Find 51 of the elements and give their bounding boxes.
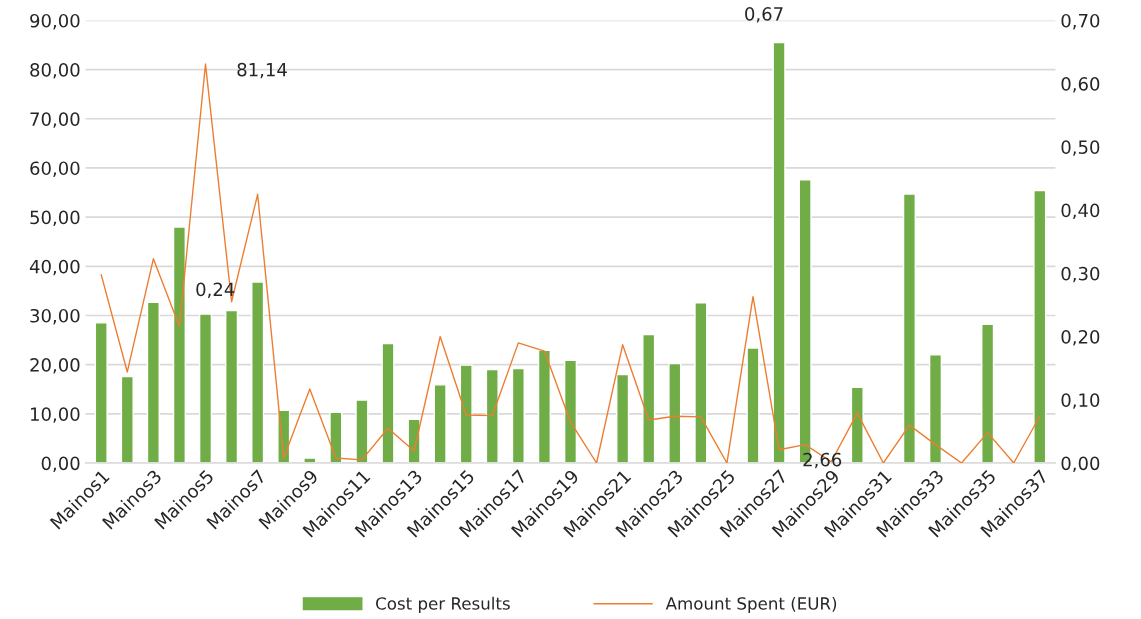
bar (668, 362, 682, 464)
y2-tick-label: 0,40 (1061, 203, 1100, 220)
y2-tick-label: 0,00 (1061, 456, 1100, 472)
y-tick-label: 10,00 (31, 407, 80, 423)
legend-label: Cost per Results (376, 596, 510, 613)
bar (381, 342, 395, 464)
bar (981, 323, 995, 464)
bar (616, 373, 630, 464)
bar (329, 411, 343, 464)
y-tick-label: 30,00 (30, 308, 80, 325)
bar (746, 347, 760, 464)
y-tick-label: 50,00 (30, 210, 80, 227)
bar (94, 322, 108, 464)
y2-tick-label: 0,10 (1061, 393, 1100, 409)
bar (355, 399, 369, 464)
y-tick-label: 70,00 (30, 112, 80, 128)
bar (251, 281, 265, 464)
y2-tick-label: 0,50 (1061, 140, 1100, 156)
y2-tick-label: 0,30 (1061, 266, 1100, 283)
y-tick-label: 40,00 (29, 259, 80, 276)
bar (303, 457, 317, 464)
annotation: 0,67 (745, 7, 783, 23)
y2-tick-label: 0,60 (1061, 77, 1100, 93)
bar (511, 367, 525, 464)
bar (146, 301, 160, 464)
bar (902, 193, 916, 464)
bar (198, 313, 213, 464)
y-tick-label: 60,00 (30, 161, 80, 177)
y2-tick-label: 0,70 (1061, 13, 1100, 30)
bar (694, 302, 708, 464)
y-tick-label: 90,00 (30, 13, 80, 30)
bar (772, 41, 786, 464)
bar (642, 333, 656, 464)
y-tick-label: 20,00 (30, 358, 80, 374)
y2-tick-label: 0,20 (1061, 330, 1100, 346)
y-tick-label: 80,00 (30, 63, 80, 79)
bar (120, 375, 134, 464)
bar (433, 384, 447, 464)
bar (172, 226, 186, 464)
bar (1033, 189, 1047, 464)
legend-label: Amount Spent (EUR) (665, 596, 837, 613)
bar (850, 386, 864, 464)
bar (537, 349, 551, 464)
bar (563, 359, 578, 464)
bar (485, 368, 499, 464)
bar (459, 364, 473, 464)
bar (928, 354, 943, 464)
annotation: 81,14 (237, 62, 287, 79)
bar (225, 309, 239, 464)
y-tick-label: 0,00 (41, 456, 80, 472)
annotation: 2,66 (803, 452, 842, 469)
